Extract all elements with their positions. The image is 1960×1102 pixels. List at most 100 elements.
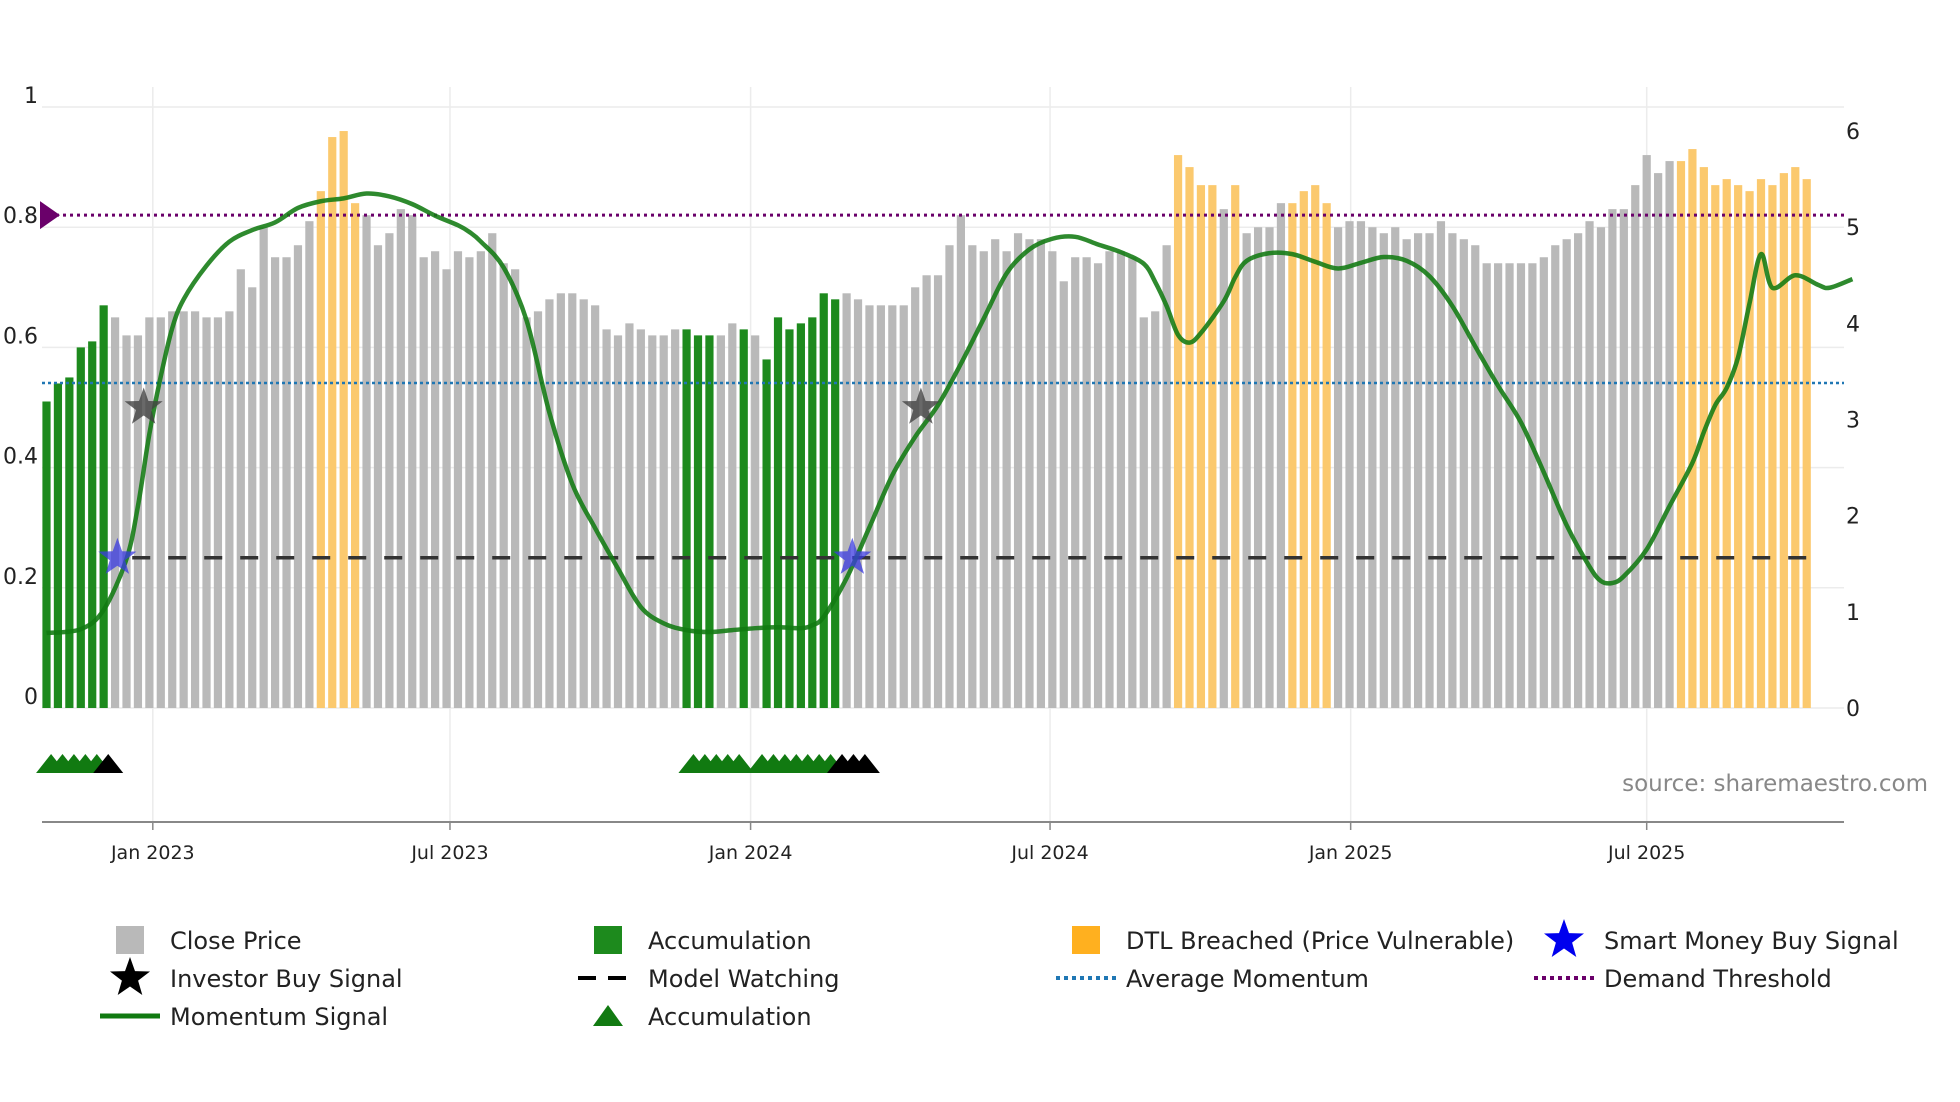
close-price-bar: [419, 257, 428, 708]
close-price-bar: [431, 251, 440, 709]
x-tick-label: Jul 2025: [1607, 842, 1685, 864]
close-price-bar: [1574, 233, 1583, 708]
close-price-bar: [1276, 203, 1286, 708]
close-price-bar: [396, 209, 405, 709]
close-price-bar: [305, 221, 314, 708]
close-price-bar: [922, 275, 931, 708]
legend-item: Close Price: [116, 926, 302, 955]
close-price-bar: [956, 215, 965, 708]
legend: Close Price Accumulation DTL Breached (Pri…: [100, 919, 1899, 1031]
close-price-bar: [979, 251, 988, 709]
accumulation-marker-black: [93, 754, 124, 773]
right-tick-label: 4: [1846, 312, 1860, 337]
dtl-breached-bar: [1688, 149, 1697, 708]
close-price-bar: [591, 305, 600, 708]
close-price-bar: [408, 215, 417, 708]
close-price-bar: [1219, 209, 1228, 709]
legend-label: Close Price: [170, 927, 302, 955]
accumulation-marker: [724, 754, 755, 773]
close-price-bar: [282, 257, 291, 708]
close-price-bar: [1368, 227, 1377, 708]
left-tick-label: 0: [24, 685, 38, 710]
close-price-bar: [1425, 233, 1434, 708]
close-price-bar: [1059, 281, 1068, 708]
close-price-bar: [945, 245, 954, 709]
legend-label: Accumulation: [648, 927, 812, 955]
dtl-breached-bar: [1208, 185, 1217, 708]
dtl-breached-bar: [1734, 185, 1743, 708]
investor-buy-signal-star: [901, 387, 940, 424]
close-price-bar: [168, 311, 177, 708]
dtl-breached-bar: [1196, 185, 1206, 708]
x-tick-label: Jul 2024: [1010, 842, 1088, 864]
close-price-bar: [1551, 245, 1560, 709]
close-price-bar: [1356, 221, 1366, 708]
close-price-bar: [1048, 251, 1057, 709]
close-price-bar: [842, 293, 851, 708]
close-price-bar: [1448, 233, 1457, 708]
close-price-bar: [1139, 317, 1148, 708]
close-price-bar: [1631, 185, 1640, 708]
demand-threshold-marker: [40, 201, 60, 230]
right-tick-label: 6: [1846, 120, 1860, 145]
dtl-breached-bar: [1756, 179, 1766, 708]
dtl-breached-bar: [1322, 203, 1331, 708]
close-price-bar: [991, 239, 1000, 708]
close-price-bar: [1494, 263, 1503, 708]
right-tick-label: 1: [1846, 601, 1860, 626]
dtl-breached-bar: [328, 137, 337, 709]
close-price-bar: [602, 329, 611, 708]
dtl-breached-bar: [1173, 155, 1183, 708]
close-price-bar: [1402, 239, 1411, 708]
close-price-bar: [1013, 233, 1023, 708]
close-price-bar: [1608, 209, 1617, 709]
legend-item: Smart Money Buy Signal: [1544, 919, 1899, 957]
legend-swatch: [1072, 926, 1100, 954]
close-price-bar: [293, 245, 303, 709]
close-price-bar: [545, 299, 554, 708]
x-tick-label: Jan 2023: [110, 842, 195, 864]
x-tick-label: Jan 2025: [1308, 842, 1393, 864]
dtl-breached-bar: [1768, 185, 1777, 708]
close-price-bar: [625, 323, 634, 708]
close-price-bar: [1391, 227, 1400, 708]
close-price-bar: [145, 317, 154, 708]
close-price-bar: [1619, 209, 1628, 709]
accumulation-bar: [88, 341, 97, 708]
dtl-breached-bar: [1802, 179, 1811, 708]
legend-label: Smart Money Buy Signal: [1604, 927, 1899, 955]
close-price-bar: [648, 335, 657, 708]
dtl-breached-bar: [351, 203, 360, 708]
close-price-bar: [876, 305, 885, 708]
close-price-bar: [1071, 257, 1080, 708]
close-price-bar: [1345, 221, 1354, 708]
close-price-bar: [179, 311, 188, 708]
dtl-breached-bar: [1311, 185, 1320, 708]
close-price-bar: [1585, 221, 1594, 708]
right-tick-label: 2: [1846, 505, 1860, 530]
close-price-bar: [865, 305, 874, 708]
investor-buy-signal-star: [124, 387, 163, 424]
close-price-bar: [556, 293, 565, 708]
close-price-bar: [476, 251, 485, 709]
close-price-bar: [522, 317, 531, 708]
x-tick-label: Jan 2024: [708, 842, 793, 864]
close-price-bar: [362, 215, 371, 708]
legend-swatch: [594, 926, 622, 954]
legend-star-icon: [110, 957, 150, 995]
close-price-bar: [1105, 251, 1114, 709]
close-price-bar: [133, 335, 143, 708]
close-price-bar: [636, 329, 645, 708]
close-price-bar: [1036, 239, 1046, 708]
legend-item: Accumulation: [594, 926, 812, 955]
dtl-breached-bar: [316, 191, 325, 708]
right-tick-label: 5: [1846, 216, 1860, 241]
accumulation-bar: [693, 335, 703, 708]
close-price-bar: [911, 287, 920, 708]
accumulation-bar: [819, 293, 828, 708]
close-price-bar: [156, 317, 165, 708]
accumulation-bar: [796, 323, 805, 708]
x-tick-label: Jul 2023: [410, 842, 488, 864]
legend-label: Investor Buy Signal: [170, 965, 403, 993]
dtl-breached-bar: [1288, 203, 1297, 708]
